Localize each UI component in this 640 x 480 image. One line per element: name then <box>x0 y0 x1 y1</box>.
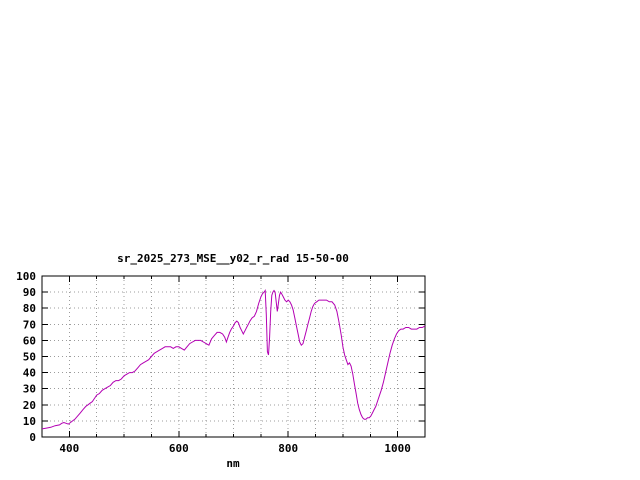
spectrum-line <box>41 288 426 430</box>
y-tick-label: 90 <box>23 286 36 299</box>
y-tick-label: 0 <box>29 431 36 444</box>
y-tick-label: 100 <box>16 270 36 283</box>
y-tick-label: 10 <box>23 415 36 428</box>
y-tick-label: 50 <box>23 351 36 364</box>
y-tick-label: 80 <box>23 302 36 315</box>
x-tick-label: 1000 <box>384 442 411 455</box>
x-tick-label: 400 <box>59 442 79 455</box>
x-axis-label: nm <box>226 457 240 470</box>
x-tick-label: 800 <box>278 442 298 455</box>
y-tick-label: 20 <box>23 399 36 412</box>
chart-title: sr_2025_273_MSE__y02_r_rad 15-50-00 <box>117 252 349 265</box>
y-tick-label: 30 <box>23 383 36 396</box>
x-tick-label: 600 <box>169 442 189 455</box>
y-tick-label: 40 <box>23 367 36 380</box>
y-tick-label: 60 <box>23 334 36 347</box>
y-tick-label: 70 <box>23 318 36 331</box>
